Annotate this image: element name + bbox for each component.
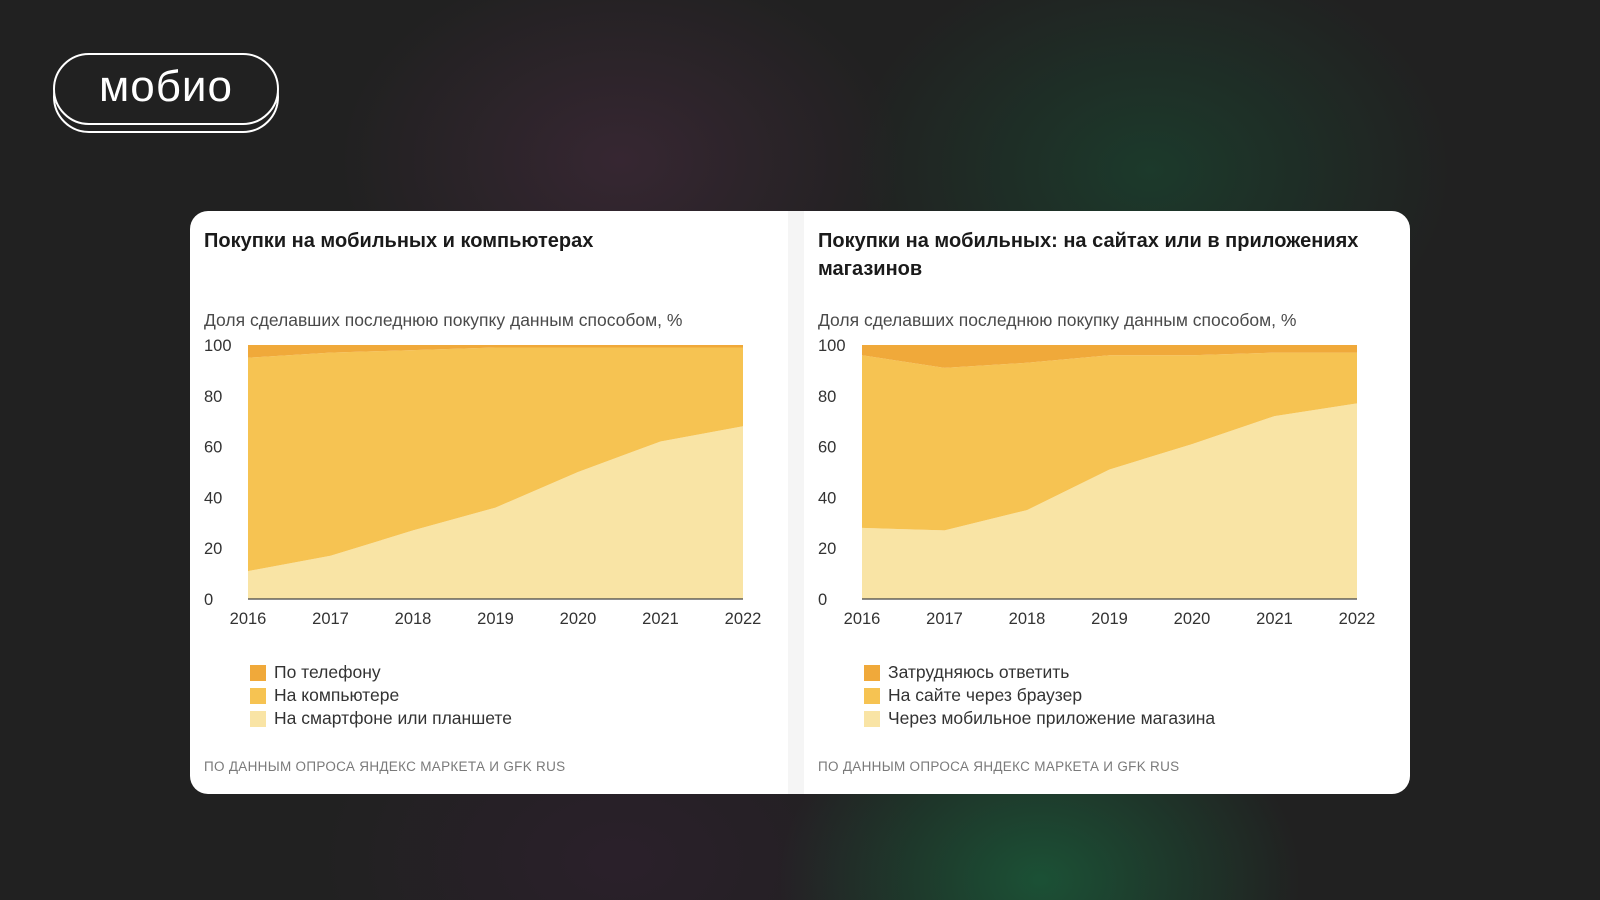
y-tick-label: 20 bbox=[818, 540, 836, 558]
area-series bbox=[862, 352, 1357, 531]
x-tick-label: 2021 bbox=[642, 610, 679, 628]
area-series bbox=[248, 426, 743, 599]
legend-swatch bbox=[250, 664, 266, 681]
x-tick-label: 2020 bbox=[1174, 610, 1211, 628]
legend-item: На смартфоне или планшете bbox=[250, 707, 512, 730]
chart-title: Покупки на мобильных и компьютерах bbox=[204, 230, 594, 252]
x-tick-label: 2018 bbox=[1009, 610, 1046, 628]
chart-panel-devices: Покупки на мобильных и компьютерах Доля … bbox=[190, 211, 790, 794]
x-tick-label: 2019 bbox=[1091, 610, 1128, 628]
logo-text: мобио bbox=[99, 62, 233, 111]
legend-label: Затрудняюсь ответить bbox=[888, 662, 1070, 682]
y-tick-label: 60 bbox=[818, 439, 836, 457]
y-tick-label: 0 bbox=[818, 591, 827, 609]
x-tick-label: 2017 bbox=[926, 610, 963, 628]
legend-item: Затрудняюсь ответить bbox=[864, 661, 1215, 684]
source-note: ПО ДАННЫМ ОПРОСА ЯНДЕКС МАРКЕТА И GFK RU… bbox=[818, 759, 1180, 774]
chart-legend: Затрудняюсь ответить На сайте через брау… bbox=[864, 661, 1215, 730]
chart-panel-mobile: Покупки на мобильных: на сайтах или в пр… bbox=[804, 211, 1404, 794]
legend-label: По телефону bbox=[274, 662, 381, 682]
chart-subtitle: Доля сделавших последнюю покупку данным … bbox=[818, 310, 1297, 330]
legend-label: На смартфоне или планшете bbox=[274, 708, 512, 728]
x-tick-label: 2019 bbox=[477, 610, 514, 628]
legend-swatch bbox=[250, 710, 266, 727]
y-tick-label: 80 bbox=[818, 388, 836, 406]
legend-label: На сайте через браузер bbox=[888, 685, 1083, 705]
legend-swatch bbox=[864, 687, 880, 704]
x-tick-label: 2021 bbox=[1256, 610, 1293, 628]
logo-pill: мобио bbox=[53, 53, 279, 125]
legend-item: По телефону bbox=[250, 661, 512, 684]
x-tick-label: 2022 bbox=[1339, 610, 1376, 628]
y-tick-label: 20 bbox=[204, 540, 222, 558]
legend-item: На компьютере bbox=[250, 684, 512, 707]
area-series bbox=[248, 347, 743, 572]
y-tick-label: 60 bbox=[204, 439, 222, 457]
legend-swatch bbox=[864, 710, 880, 727]
charts-card: Покупки на мобильных и компьютерах Доля … bbox=[190, 211, 1410, 794]
y-tick-label: 100 bbox=[204, 337, 232, 355]
x-tick-label: 2020 bbox=[560, 610, 597, 628]
legend-label: Через мобильное приложение магазина bbox=[888, 708, 1216, 728]
x-tick-label: 2017 bbox=[312, 610, 349, 628]
x-tick-label: 2016 bbox=[844, 610, 881, 628]
y-tick-label: 100 bbox=[818, 337, 846, 355]
mobio-logo: мобио bbox=[53, 53, 279, 133]
source-note: ПО ДАННЫМ ОПРОСА ЯНДЕКС МАРКЕТА И GFK RU… bbox=[204, 759, 566, 774]
chart-legend: По телефону На компьютере На смартфоне и… bbox=[250, 661, 512, 730]
panel-divider bbox=[788, 211, 804, 794]
area-chart-mobile: 0 20 40 60 80 100 2016 2017 2018 2019 2020 2021 2022 bbox=[818, 337, 1376, 628]
y-tick-label: 40 bbox=[818, 489, 836, 507]
area-series bbox=[248, 345, 743, 358]
y-tick-label: 80 bbox=[204, 388, 222, 406]
area-series bbox=[862, 403, 1357, 599]
x-tick-label: 2022 bbox=[725, 610, 762, 628]
x-tick-label: 2016 bbox=[230, 610, 267, 628]
y-tick-label: 0 bbox=[204, 591, 213, 609]
legend-swatch bbox=[864, 664, 880, 681]
legend-item: Через мобильное приложение магазина bbox=[864, 707, 1215, 730]
legend-label: На компьютере bbox=[274, 685, 400, 705]
legend-swatch bbox=[250, 687, 266, 704]
chart-title: Покупки на мобильных: на сайтах или в пр… bbox=[818, 230, 1359, 280]
legend-item: На сайте через браузер bbox=[864, 684, 1215, 707]
x-tick-label: 2018 bbox=[395, 610, 432, 628]
chart-subtitle: Доля сделавших последнюю покупку данным … bbox=[204, 310, 683, 330]
area-chart-devices: 0 20 40 60 80 100 2016 2017 2018 2019 2020 2021 2022 bbox=[204, 337, 762, 628]
area-series bbox=[862, 345, 1357, 368]
y-tick-label: 40 bbox=[204, 489, 222, 507]
